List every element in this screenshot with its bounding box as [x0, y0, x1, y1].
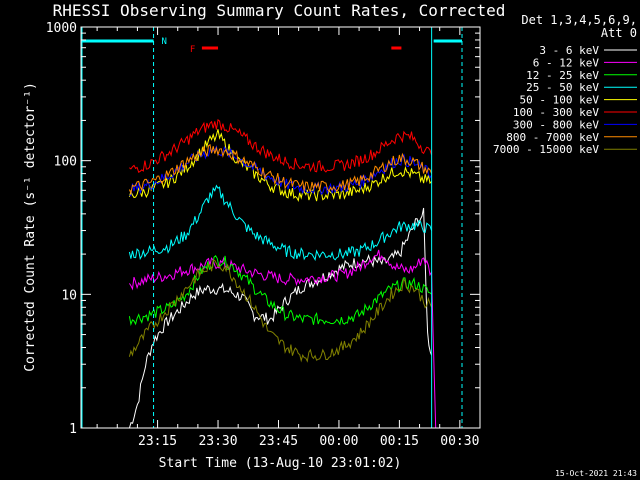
series-line-5	[129, 118, 433, 173]
legend-label-7: 800 - 7000 keV	[506, 131, 599, 144]
legend-label-5: 100 - 300 keV	[513, 106, 599, 119]
x-axis-label: Start Time (13-Aug-10 23:01:02)	[159, 456, 402, 471]
legend-label-8: 7000 - 15000 keV	[493, 143, 599, 156]
legend-label-6: 300 - 800 keV	[513, 118, 599, 131]
chart-title: RHESSI Observing Summary Count Rates, Co…	[53, 1, 506, 20]
x-tick-label: 23:30	[198, 434, 237, 449]
x-tick-label: 00:30	[440, 434, 479, 449]
flag-1: F	[190, 45, 402, 55]
series-layer	[128, 118, 437, 429]
y-axis-label: Corrected Count Rate (s⁻¹ detector⁻¹)	[23, 82, 38, 372]
series-line-1	[128, 249, 437, 429]
timestamp: 15-Oct-2021 21:43	[555, 469, 637, 478]
series-line-8	[128, 259, 433, 363]
plot-frame	[80, 26, 481, 429]
legend-label-0: 3 - 6 keV	[539, 44, 599, 57]
x-tick-label: 23:15	[138, 434, 177, 449]
series-line-3	[128, 184, 433, 262]
series-line-4	[128, 129, 432, 202]
y-tick-label: 1	[69, 422, 77, 437]
flag-n-label: N	[162, 37, 167, 47]
series-line-0	[128, 207, 433, 429]
axis-layer: 1 10 100 1000 23:15 23:30 23:45 00:00 00:15 00:30	[46, 21, 480, 449]
y-tick-label: 1000	[46, 21, 77, 36]
flag-0: N	[81, 27, 463, 428]
legend-label-2: 12 - 25 keV	[526, 69, 599, 82]
flag-layer: NF	[81, 27, 463, 428]
series-line-6	[129, 145, 433, 197]
x-tick-label: 23:45	[259, 434, 298, 449]
legend-label-1: 6 - 12 keV	[533, 56, 600, 69]
y-tick-label: 10	[61, 288, 77, 303]
legend-label-4: 50 - 100 keV	[520, 94, 600, 107]
x-tick-label: 00:15	[380, 434, 419, 449]
x-tick-label: 00:00	[319, 434, 358, 449]
legend-label-3: 25 - 50 keV	[526, 81, 599, 94]
flag-f-label: F	[190, 45, 195, 55]
y-tick-label: 100	[54, 155, 77, 170]
series-line-7	[128, 143, 433, 195]
legend-header-line-2: Att 0	[601, 26, 637, 40]
legend-header-line-1: Det 1,3,4,5,6,9,	[521, 13, 637, 27]
